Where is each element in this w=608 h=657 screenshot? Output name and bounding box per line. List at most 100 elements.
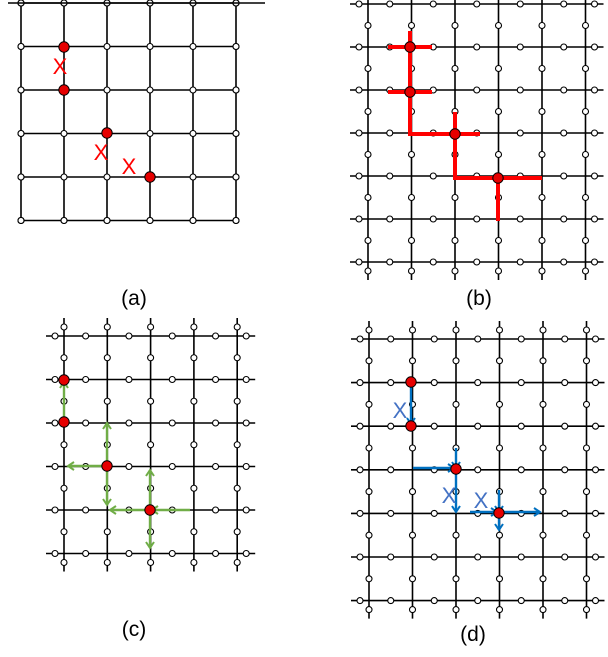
defect-node [58, 374, 70, 386]
lattice-node [538, 193, 546, 202]
lattice-node [82, 549, 90, 558]
lattice-node [356, 422, 364, 430]
lattice-node [517, 466, 525, 474]
lattice-node [560, 258, 568, 266]
lattice-node [232, 129, 240, 138]
lattice-node [365, 357, 373, 365]
lattice-node [538, 150, 546, 159]
defect-pair-x: X [53, 54, 68, 79]
lattice-node [51, 332, 59, 340]
lattice-node [430, 509, 438, 517]
lattice-node [407, 236, 416, 245]
lattice-node [538, 267, 546, 275]
lattice-node [560, 86, 568, 94]
lattice-node [581, 107, 590, 116]
lattice-node [190, 528, 198, 536]
defect-node [404, 86, 416, 98]
lattice-node [538, 64, 546, 73]
defect-node [101, 460, 113, 472]
lattice-node [387, 335, 395, 343]
lattice-node [590, 172, 599, 180]
lattice-node [591, 335, 600, 343]
lattice-node [591, 379, 600, 387]
lattice-node [212, 332, 220, 340]
lattice-node [103, 323, 111, 331]
lattice-node [386, 0, 394, 8]
lattice-node [539, 326, 547, 334]
lattice-node [452, 531, 460, 539]
lattice-node [355, 129, 363, 137]
caption-b: (b) [466, 287, 492, 310]
lattice-node [591, 553, 600, 561]
lattice-node [452, 575, 460, 583]
lattice-node [538, 21, 546, 30]
lattice-node [103, 42, 111, 51]
lattice-node [168, 419, 176, 427]
lattice-node [82, 332, 90, 340]
lattice-node [516, 0, 524, 8]
lattice-node [364, 236, 372, 245]
lattice-node [430, 379, 438, 387]
lattice-node [474, 466, 482, 474]
lattice-node [103, 558, 111, 567]
lattice-node [408, 575, 417, 583]
lattice-node [242, 332, 250, 340]
lattice-node [430, 422, 438, 430]
lattice-node [561, 335, 569, 343]
lattice-node [561, 509, 569, 517]
lattice-node [355, 258, 363, 266]
lattice-node [561, 553, 569, 561]
lattice-node [590, 258, 599, 266]
lattice-node [190, 323, 198, 331]
lattice-node [125, 462, 133, 471]
lattice-node [494, 21, 503, 30]
panel-b [350, 0, 604, 280]
lattice-node [495, 531, 504, 539]
defect-node [144, 171, 156, 183]
lattice-node [516, 215, 524, 223]
lattice-node [51, 375, 59, 384]
lattice-node [60, 484, 68, 492]
lattice-node [190, 397, 198, 405]
lattice-node [430, 597, 438, 605]
lattice-node [147, 397, 155, 405]
lattice-node [60, 441, 68, 449]
lattice-node [386, 172, 394, 180]
lattice-node [560, 43, 568, 51]
lattice-node [51, 419, 59, 427]
lattice-node [495, 575, 504, 583]
lattice-node [356, 597, 364, 605]
lattice-node [387, 597, 395, 605]
defect-node [58, 84, 70, 96]
lattice-node [364, 193, 372, 202]
lattice-node [356, 466, 364, 474]
lattice-node [355, 215, 363, 223]
lattice-node [582, 531, 591, 539]
lattice-node [232, 173, 240, 181]
lattice-node [408, 444, 417, 452]
lattice-node [212, 462, 220, 471]
lattice-node [189, 42, 197, 51]
lattice-node [539, 488, 547, 496]
lattice-node [233, 323, 241, 331]
lattice-node [364, 64, 372, 73]
panel-a: XXX [8, 0, 265, 225]
lattice-node [147, 558, 155, 567]
lattice-node [189, 129, 197, 138]
lattice-node [60, 216, 68, 225]
defect-node [101, 127, 113, 139]
lattice-node [560, 215, 568, 223]
lattice-node [355, 86, 363, 94]
defect-node [144, 504, 156, 516]
lattice-node [408, 606, 417, 614]
lattice-node [495, 400, 504, 408]
lattice-node [407, 150, 416, 159]
lattice-node [474, 553, 482, 561]
lattice-node [189, 216, 197, 225]
lattice-node [451, 64, 459, 73]
lattice-node [242, 375, 250, 384]
lattice-node [494, 267, 503, 275]
lattice-node [387, 422, 395, 430]
lattice-node [103, 216, 111, 225]
lattice-node [474, 335, 482, 343]
